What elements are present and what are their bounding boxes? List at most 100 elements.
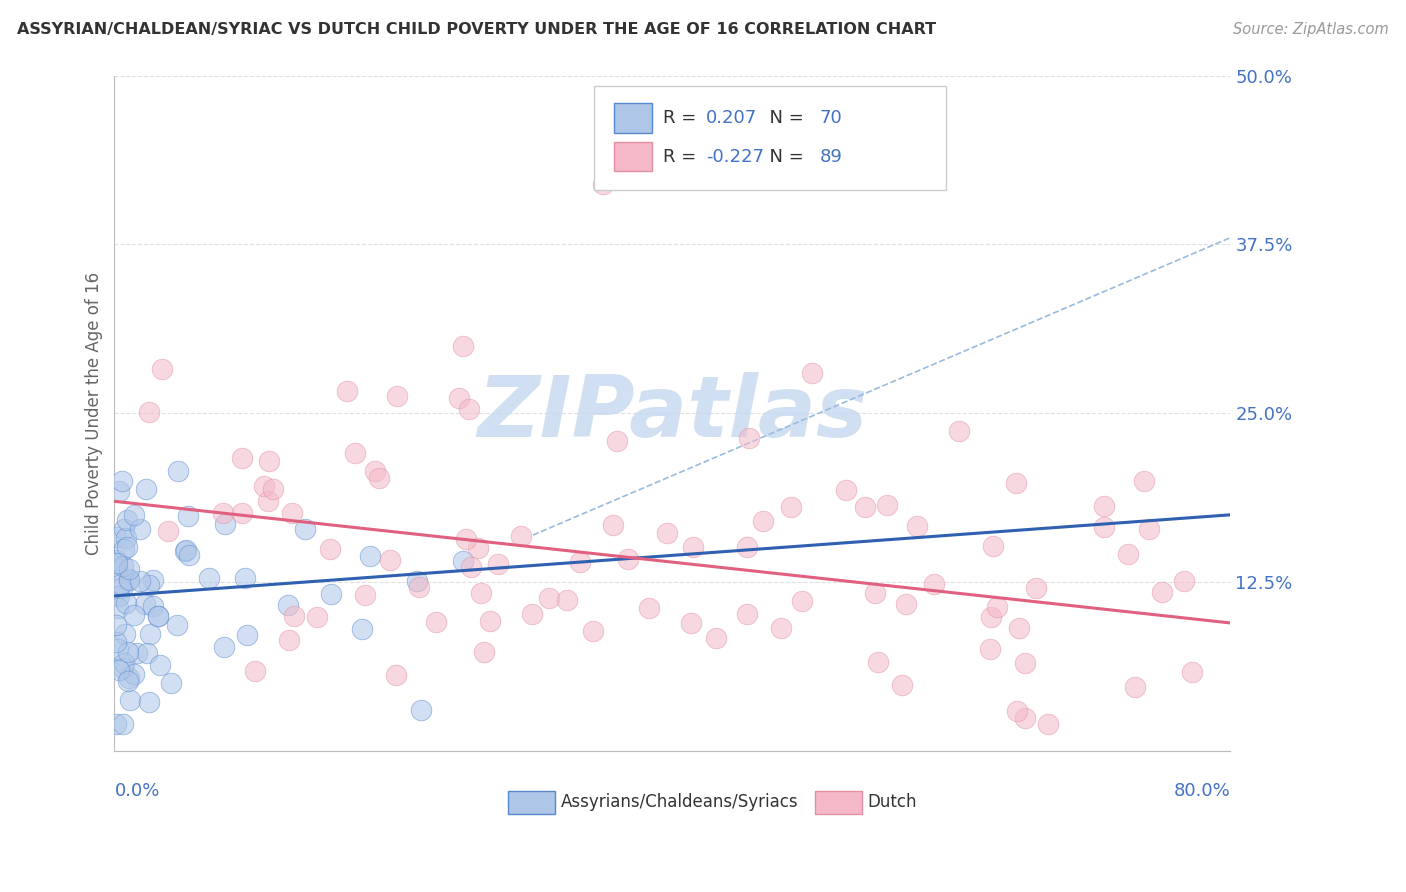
FancyBboxPatch shape [509,790,555,814]
Point [387,389,409,403]
Point [868,655,890,669]
Point [277,598,299,612]
Point [198,571,221,585]
Point [891,678,914,692]
Point [150,362,173,376]
Point [104,634,127,648]
Text: Dutch: Dutch [868,793,917,811]
Point [737,540,759,554]
Point [616,552,638,566]
Point [1181,665,1204,679]
Point [114,626,136,640]
Point [478,615,501,629]
Point [104,530,127,544]
Point [378,553,401,567]
Point [294,522,316,536]
Point [138,695,160,709]
Point [451,339,474,353]
Text: R =: R = [664,109,703,127]
Point [174,543,197,558]
Point [283,609,305,624]
Point [474,645,496,659]
Point [104,618,127,632]
Point [486,557,509,571]
Point [231,506,253,520]
Point [129,522,152,536]
Point [986,599,1008,614]
Point [979,641,1001,656]
Point [1004,475,1026,490]
Point [569,555,592,569]
Point [305,610,328,624]
Point [135,482,157,496]
Point [1118,547,1140,561]
Point [117,513,139,527]
Text: Source: ZipAtlas.com: Source: ZipAtlas.com [1233,22,1389,37]
Point [112,542,135,557]
Point [142,574,165,588]
Point [408,581,430,595]
Point [948,424,970,438]
Point [146,609,169,624]
Text: ZIPatlas: ZIPatlas [477,372,868,455]
FancyBboxPatch shape [614,103,652,133]
Point [460,559,482,574]
Point [1014,711,1036,725]
Point [853,500,876,515]
Point [112,522,135,536]
Point [112,656,135,670]
Point [212,506,235,520]
Point [110,576,132,591]
Point [704,632,727,646]
Point [1025,581,1047,595]
Point [368,471,391,485]
Point [118,573,141,587]
Point [105,556,128,570]
Point [657,525,679,540]
Text: Assyrians/Chaldeans/Syriacs: Assyrians/Chaldeans/Syriacs [561,793,799,811]
Point [138,405,160,419]
Point [336,384,359,398]
Point [425,615,447,629]
Point [111,559,134,574]
Point [447,392,470,406]
Point [980,610,1002,624]
Point [865,586,887,600]
Point [108,589,131,603]
Point [117,673,139,688]
Text: 70: 70 [820,109,842,127]
Point [117,562,139,576]
Point [115,531,138,545]
Text: 0.0%: 0.0% [114,781,160,800]
Point [457,401,479,416]
Point [115,540,138,554]
Point [751,514,773,528]
FancyBboxPatch shape [614,142,652,171]
Point [281,506,304,520]
Point [160,676,183,690]
Point [111,581,134,595]
Point [262,482,284,496]
Point [107,663,129,677]
Point [214,517,236,532]
FancyBboxPatch shape [815,790,862,814]
Point [1173,574,1195,589]
Point [166,464,188,478]
Point [467,541,489,555]
Point [1092,520,1115,534]
Point [245,664,267,678]
Point [682,540,704,554]
Point [510,528,533,542]
Point [470,586,492,600]
Point [738,431,761,445]
Point [231,451,253,466]
Point [174,544,197,558]
Point [1137,522,1160,536]
Point [582,624,605,639]
Point [118,693,141,707]
Point [343,446,366,460]
Point [138,578,160,592]
Point [129,574,152,588]
Point [1132,474,1154,488]
Point [800,366,823,380]
